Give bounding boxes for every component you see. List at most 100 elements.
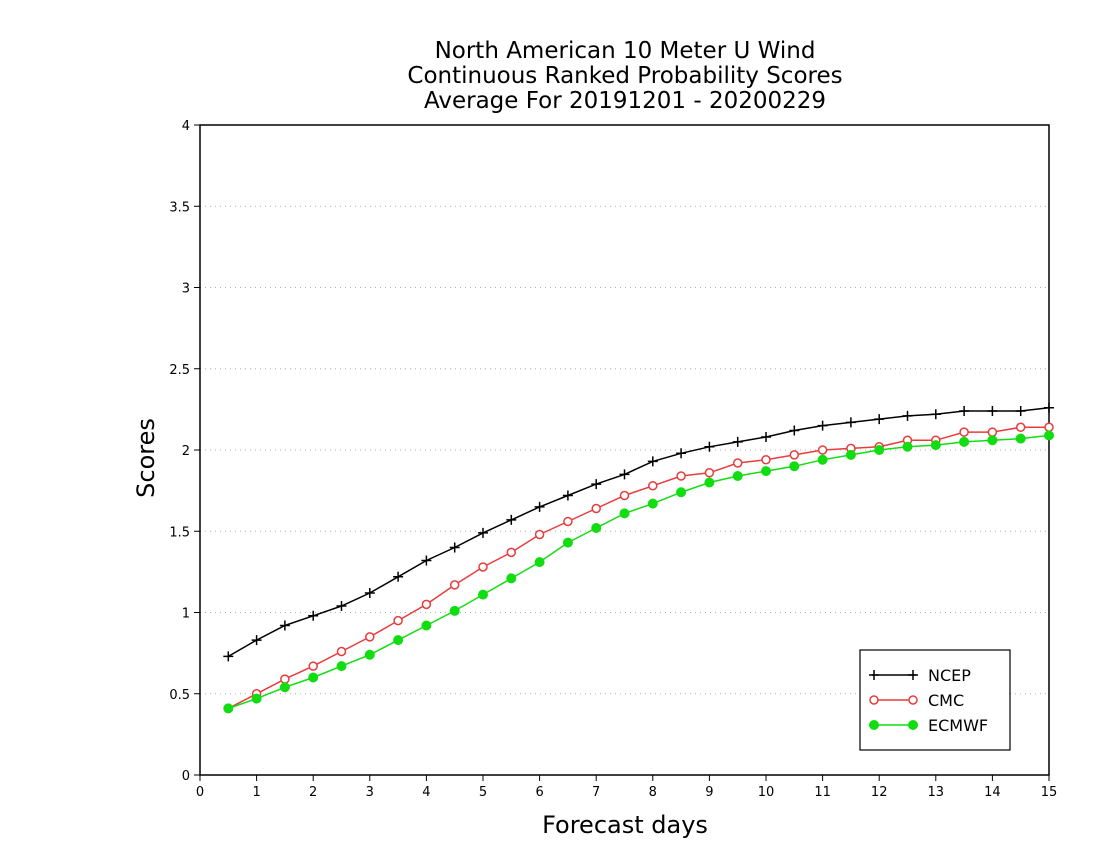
legend-item-ncep: NCEP — [869, 666, 971, 685]
cmc-point — [563, 516, 573, 527]
chart-title: North American 10 Meter U WindContinuous… — [407, 38, 842, 114]
series-lines — [223, 402, 1054, 714]
x-tick-label: 9 — [705, 785, 713, 800]
gridlines — [200, 205, 1049, 695]
y-tick-label: 3.5 — [169, 200, 190, 215]
ncep-point — [393, 571, 404, 582]
ecmwf-point — [874, 445, 885, 455]
y-axis-title: Scores — [132, 418, 160, 498]
cmc-point — [732, 458, 743, 468]
cmc-point — [449, 580, 460, 590]
legend-marker — [908, 670, 918, 680]
x-tick-label: 15 — [1041, 785, 1058, 800]
ecmwf-point — [534, 557, 545, 568]
cmc-point — [704, 468, 715, 478]
cmc-point — [591, 503, 601, 514]
legend-label: NCEP — [928, 666, 971, 685]
ecmwf-point — [364, 649, 375, 660]
ncep-point — [930, 409, 941, 420]
ncep-point — [223, 651, 234, 662]
x-tick-label: 13 — [928, 785, 945, 800]
legend-marker — [869, 720, 879, 730]
ecmwf-point — [562, 537, 573, 548]
ncep-point — [308, 610, 319, 621]
ecmwf-point — [506, 573, 517, 584]
ecmwf-point — [223, 703, 234, 714]
ecmwf-point — [930, 440, 941, 451]
ecmwf-point — [959, 436, 970, 447]
x-tick-label: 0 — [196, 785, 204, 800]
ncep-point — [761, 432, 771, 442]
ncep-point — [364, 588, 375, 598]
cmc-point — [365, 632, 375, 642]
chart-title-line: North American 10 Meter U Wind — [435, 38, 816, 64]
series-ncep — [223, 402, 1054, 662]
y-tick-label: 0.5 — [169, 688, 190, 703]
y-tick-label: 0 — [182, 769, 190, 784]
cmc-point — [280, 674, 290, 684]
x-tick-label: 3 — [366, 785, 374, 800]
ncep-point — [732, 436, 743, 447]
ncep-point — [534, 501, 545, 512]
x-tick-label: 5 — [479, 785, 487, 800]
ncep-point — [902, 410, 913, 421]
ncep-point — [1015, 406, 1026, 416]
cmc-point — [619, 490, 630, 501]
cmc-point — [336, 646, 347, 657]
legend-label: CMC — [928, 691, 964, 710]
legend-item-cmc: CMC — [869, 691, 964, 710]
ecmwf-point — [308, 672, 319, 683]
x-tick-label: 12 — [871, 785, 888, 800]
cmc-point — [1015, 422, 1026, 432]
x-axis-title: Forecast days — [542, 811, 708, 839]
ncep-point — [251, 635, 262, 646]
ncep-point — [478, 527, 488, 538]
cmc-point — [789, 450, 800, 460]
series-ecmwf — [223, 430, 1054, 714]
ecmwf-point — [421, 620, 432, 631]
ecmwf-point — [817, 454, 828, 465]
cmc-point — [506, 547, 517, 558]
ecmwf-point — [591, 523, 602, 533]
ncep-point — [1044, 402, 1054, 413]
ecmwf-point — [902, 441, 913, 452]
cmc-point — [421, 599, 432, 610]
y-tick-label: 4 — [182, 119, 190, 134]
ecmwf-point — [619, 508, 630, 519]
ecmwf-point — [789, 461, 800, 472]
cmc-point — [676, 471, 686, 481]
ecmwf-point — [761, 466, 771, 477]
y-tick-label: 1.5 — [169, 525, 190, 540]
ecmwf-point — [478, 589, 488, 600]
y-tick-label: 1 — [182, 607, 190, 622]
cmc-point — [987, 427, 998, 437]
y-tick-label: 3 — [182, 282, 190, 297]
ecmwf-point — [732, 471, 743, 481]
legend: NCEP CMC ECMWF — [859, 649, 1011, 751]
ncep-point — [959, 406, 970, 416]
ncep-point — [874, 414, 885, 425]
series-cmc — [223, 422, 1054, 714]
ecmwf-point — [336, 661, 347, 672]
x-tick-label: 10 — [758, 785, 775, 800]
cmc-point — [478, 562, 488, 572]
ncep-point — [789, 425, 800, 436]
legend-marker — [908, 720, 918, 730]
ecmwf-point — [676, 487, 687, 498]
x-tick-label: 14 — [984, 785, 1001, 800]
legend-marker — [869, 695, 879, 705]
x-tick-label: 6 — [535, 785, 543, 800]
y-tick-label: 2.5 — [169, 363, 190, 378]
cmc-point — [959, 427, 969, 437]
ncep-point — [619, 469, 630, 480]
x-tick-label: 7 — [592, 785, 600, 800]
ecmwf-point — [845, 449, 856, 460]
cmc-point — [393, 615, 403, 626]
chart-title-line: Average For 20191201 - 20200229 — [424, 88, 826, 114]
ncep-point — [421, 555, 432, 566]
ecmwf-point — [987, 435, 998, 446]
x-tick-label: 8 — [649, 785, 657, 800]
cmc-point — [817, 445, 828, 455]
legend-item-ecmwf: ECMWF — [869, 716, 988, 735]
